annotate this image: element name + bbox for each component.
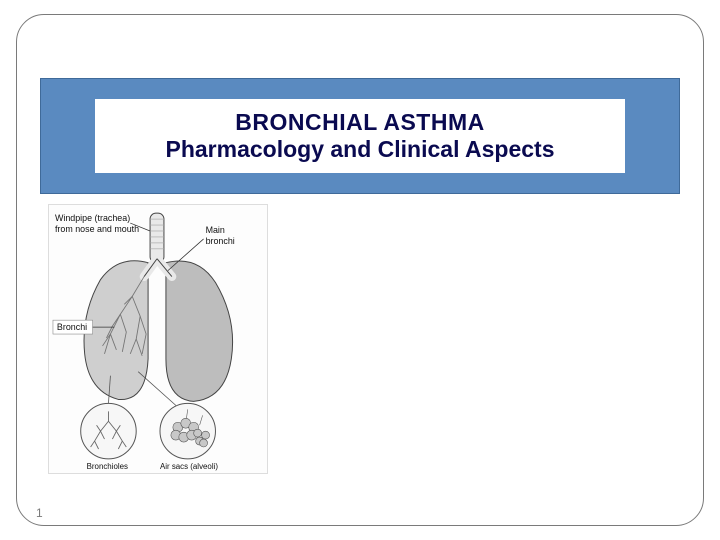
label-bronchi: Bronchi [57, 322, 87, 332]
label-trachea-2: from nose and mouth [55, 224, 139, 234]
title-line-1: BRONCHIAL ASTHMA [107, 109, 613, 136]
label-alveoli: Air sacs (alveoli) [160, 462, 218, 471]
label-main-bronchi-1: Main [206, 225, 225, 235]
lung-diagram: Windpipe (trachea) from nose and mouth M… [48, 204, 268, 474]
title-line-2: Pharmacology and Clinical Aspects [107, 136, 613, 163]
label-trachea-1: Windpipe (trachea) [55, 213, 130, 223]
title-band: BRONCHIAL ASTHMA Pharmacology and Clinic… [40, 78, 680, 194]
page-number: 1 [36, 506, 43, 520]
title-box: BRONCHIAL ASTHMA Pharmacology and Clinic… [95, 99, 625, 173]
label-bronchioles: Bronchioles [87, 462, 128, 471]
label-main-bronchi-2: bronchi [206, 236, 235, 246]
